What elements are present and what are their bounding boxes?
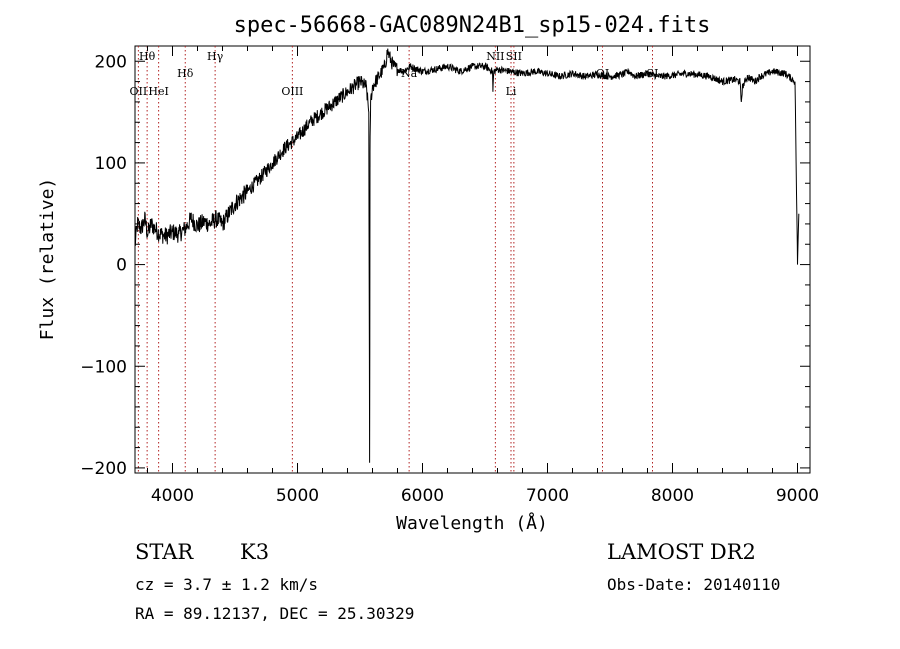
line-label-7: NII xyxy=(486,50,504,63)
line-label-0: OII xyxy=(130,85,148,98)
obs-date: Obs-Date: 20140110 xyxy=(607,575,780,594)
line-label-1: Hθ xyxy=(139,50,156,63)
survey-name: LAMOST DR2 xyxy=(607,540,756,564)
x-tick-label-0: 4000 xyxy=(151,486,194,506)
x-axis-label: Wavelength (Å) xyxy=(396,512,548,534)
x-tick-label-2: 6000 xyxy=(401,486,444,506)
y-tick-label-2: 0 xyxy=(116,256,127,276)
line-label-3: Hδ xyxy=(177,67,194,80)
x-tick-label-5: 9000 xyxy=(776,486,819,506)
spectral-line-markers xyxy=(137,46,653,473)
y-tick-label-1: −100 xyxy=(80,357,127,377)
y-tick-label-0: −200 xyxy=(80,459,127,479)
y-tick-label-4: 200 xyxy=(95,52,127,72)
object-subclass: K3 xyxy=(240,540,269,564)
y-tick-label-3: 100 xyxy=(95,154,127,174)
line-label-8: Li xyxy=(506,85,517,98)
coordinates: RA = 89.12137, DEC = 25.30329 xyxy=(135,604,414,623)
axis-tick-labels: 4000 5000 6000 7000 8000 9000 −200 −100 0 100 200 xyxy=(80,52,819,506)
axis-ticks xyxy=(135,46,810,473)
spectrum-series-line xyxy=(134,48,800,463)
line-label-4: Hγ xyxy=(207,50,224,63)
plot-frame xyxy=(134,45,811,474)
line-label-5: OIII xyxy=(281,85,303,98)
chart-title: spec-56668-GAC089N24B1_sp15-024.fits xyxy=(234,13,711,38)
x-tick-label-1: 5000 xyxy=(276,486,319,506)
x-tick-label-4: 8000 xyxy=(651,486,694,506)
object-class: STAR xyxy=(135,540,194,564)
line-label-2: HeI xyxy=(148,85,168,98)
x-tick-label-3: 7000 xyxy=(526,486,569,506)
redshift-cz: cz = 3.7 ± 1.2 km/s xyxy=(135,575,318,594)
line-label-9: SII xyxy=(506,50,522,63)
y-axis-label: Flux (relative) xyxy=(37,178,58,341)
